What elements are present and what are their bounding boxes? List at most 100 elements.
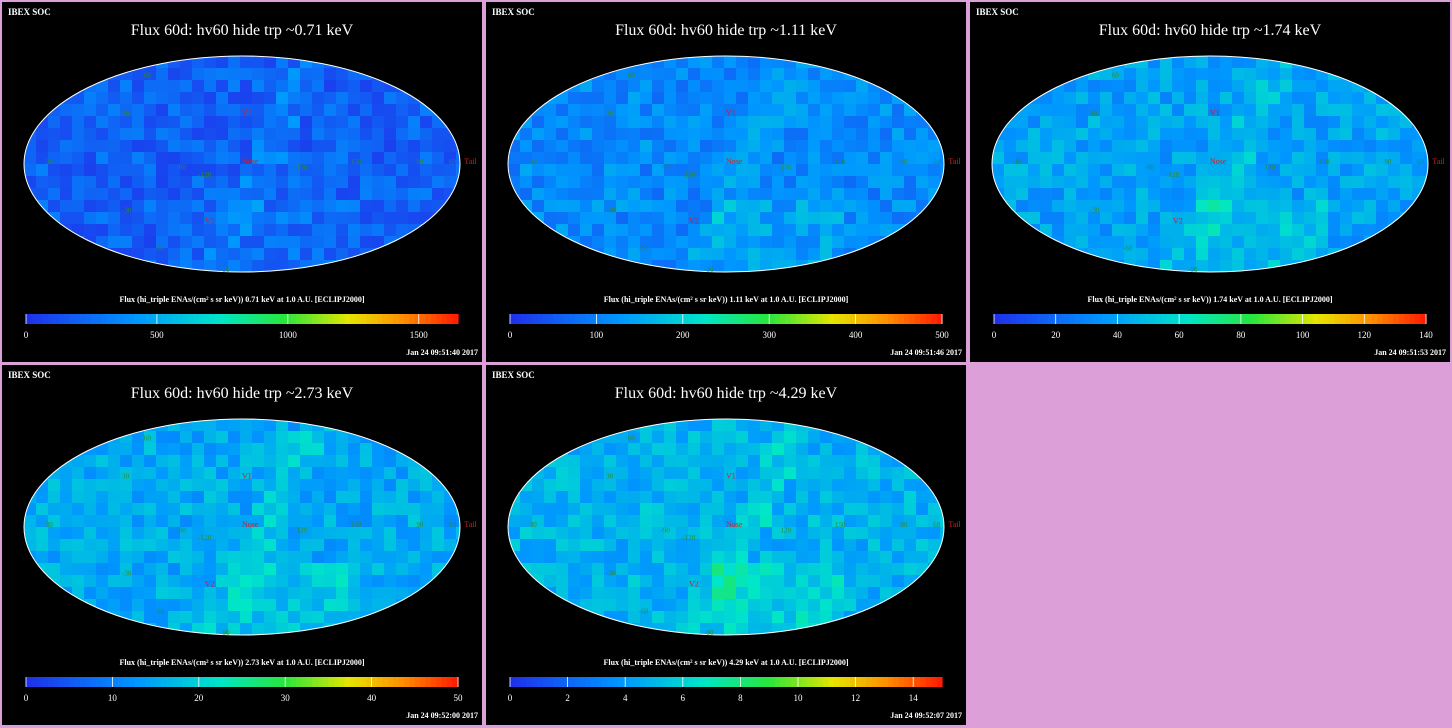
map-pixel (808, 455, 821, 468)
map-pixel (72, 188, 85, 201)
map-pixel (892, 188, 905, 201)
meridian-label: 90 (416, 158, 424, 166)
map-pixel (348, 599, 361, 612)
map-pixel (96, 527, 109, 540)
map-pixel (1124, 212, 1137, 225)
map-pixel (372, 212, 385, 225)
map-pixel (120, 128, 133, 141)
map-pixel (36, 491, 49, 504)
map-pixel (156, 128, 169, 141)
map-pixel (580, 92, 593, 105)
colorbar-segment (612, 314, 619, 324)
map-pixel (192, 176, 205, 189)
map-pixel (1088, 176, 1101, 189)
map-pixel (772, 539, 785, 552)
map-pixel (808, 575, 821, 588)
map-pixel (1376, 152, 1389, 165)
map-pixel (1268, 80, 1281, 93)
map-pixel (532, 491, 545, 504)
map-pixel (1400, 176, 1413, 189)
map-pixel (336, 479, 349, 492)
map-pixel (132, 80, 145, 93)
map-pixel (772, 188, 785, 201)
colorbar-segment (225, 677, 232, 687)
map-pixel (300, 551, 313, 564)
map-pixel (1064, 80, 1077, 93)
map-pixel (748, 224, 761, 237)
map-pixel (348, 515, 361, 528)
map-pixel (1136, 140, 1149, 153)
colorbar-segment (1328, 314, 1335, 324)
map-pixel (700, 80, 713, 93)
map-pixel (228, 200, 241, 213)
map-pixel (1100, 128, 1113, 141)
map-pixel (276, 140, 289, 153)
map-pixel (1292, 68, 1305, 81)
map-pixel (1160, 68, 1173, 81)
map-pixel (384, 455, 397, 468)
map-pixel (604, 176, 617, 189)
map-pixel (300, 491, 313, 504)
map-pixel (1196, 128, 1209, 141)
map-pixel (300, 164, 313, 177)
map-pixel (216, 152, 229, 165)
map-pixel (252, 515, 265, 528)
map-pixel (240, 188, 253, 201)
map-pixel (1184, 140, 1197, 153)
map-pixel (688, 188, 701, 201)
marker-label: Nose (1210, 157, 1227, 166)
map-pixel (228, 479, 241, 492)
map-pixel (1172, 248, 1185, 261)
map-pixel (844, 587, 857, 600)
map-pixel (1136, 152, 1149, 165)
colorbar-segment (645, 314, 651, 324)
colorbar-tick-label: 10 (108, 693, 118, 703)
colorbar-segment (726, 677, 732, 687)
map-pixel (568, 92, 581, 105)
map-pixel (832, 140, 845, 153)
map-pixel (1040, 152, 1053, 165)
map-pixel (252, 599, 265, 612)
map-pixel (1124, 188, 1137, 201)
map-pixel (688, 527, 701, 540)
map-pixel (384, 164, 397, 177)
map-pixel (1016, 140, 1029, 153)
map-pixel (1340, 128, 1353, 141)
map-pixel (192, 104, 205, 117)
map-pixel (556, 140, 569, 153)
map-pixel (96, 479, 109, 492)
map-pixel (568, 479, 581, 492)
colorbar-segment (763, 314, 770, 324)
map-pixel (360, 503, 373, 516)
map-pixel (1160, 80, 1173, 93)
map-pixel (592, 599, 605, 612)
map-pixel (396, 515, 409, 528)
map-pixel (252, 152, 265, 165)
map-pixel (676, 443, 689, 456)
map-pixel (916, 140, 929, 153)
map-pixel (264, 236, 277, 249)
map-pixel (832, 80, 845, 93)
map-pixel (508, 527, 521, 540)
map-pixel (1124, 128, 1137, 141)
map-pixel (336, 104, 349, 117)
colorbar-segment (134, 677, 140, 687)
colorbar-segment (909, 677, 916, 687)
map-pixel (592, 104, 605, 117)
map-pixel (1160, 92, 1173, 105)
colorbar-segment (715, 677, 722, 687)
map-pixel (1088, 140, 1101, 153)
map-pixel (324, 455, 337, 468)
map-pixel (360, 587, 373, 600)
map-pixel (700, 212, 713, 225)
colorbar-segment (306, 314, 313, 324)
map-pixel (796, 140, 809, 153)
map-pixel (760, 623, 773, 635)
map-pixel (532, 515, 545, 528)
map-pixel (180, 551, 193, 564)
map-pixel (1208, 56, 1221, 69)
map-pixel (1124, 176, 1137, 189)
map-pixel (628, 491, 641, 504)
colorbar-segment (328, 314, 335, 324)
colorbar-segment (1307, 314, 1314, 324)
